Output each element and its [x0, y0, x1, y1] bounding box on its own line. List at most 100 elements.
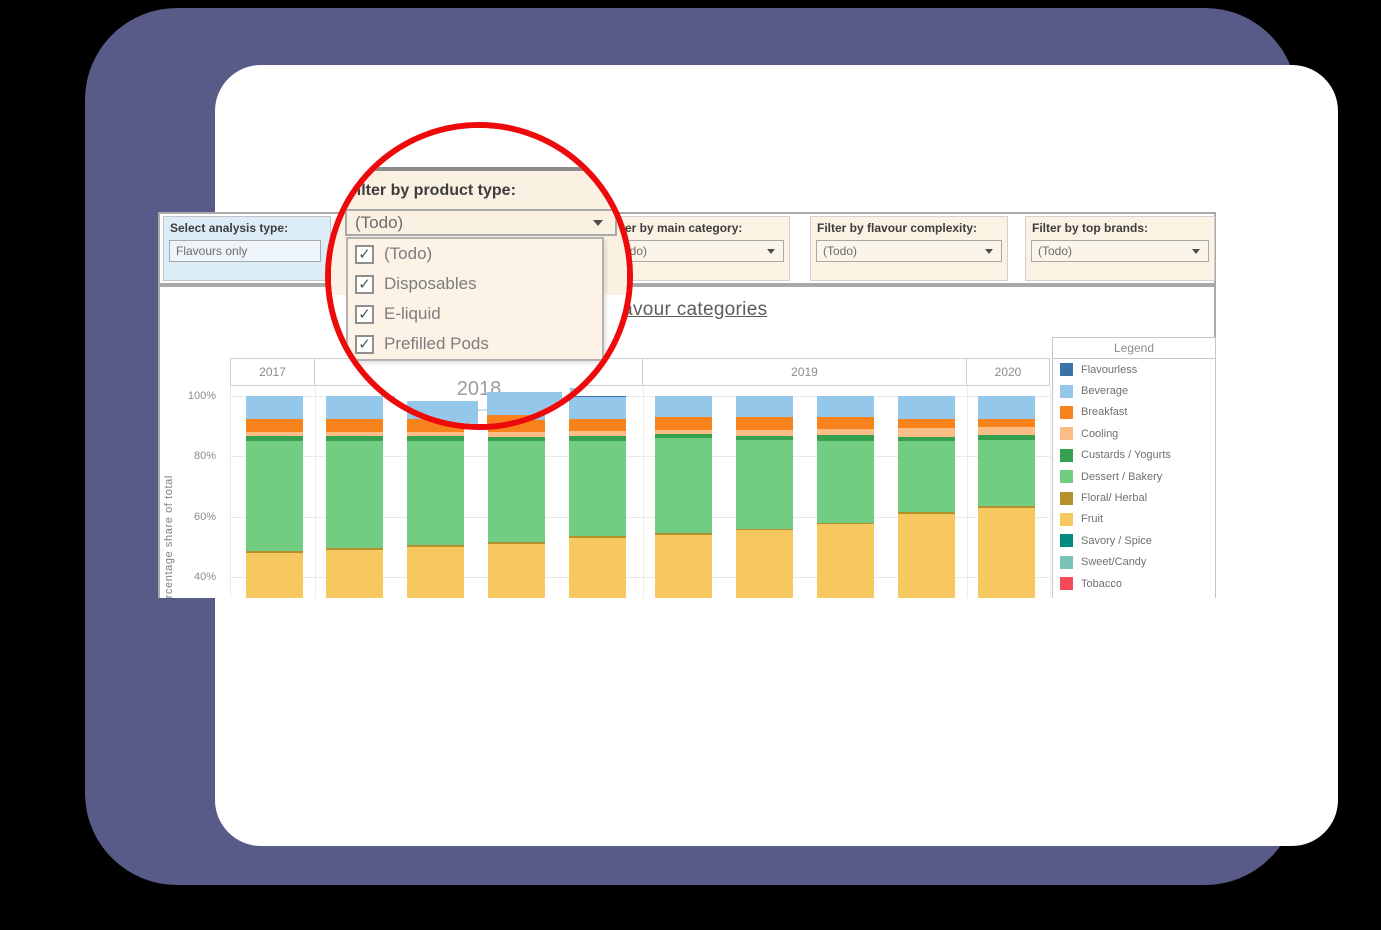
- lens-option-label: Disposables: [384, 274, 477, 293]
- lens-magnified-bar: [487, 392, 562, 424]
- bar-segment[interactable]: [817, 396, 874, 418]
- bar-segment[interactable]: [407, 546, 464, 598]
- bar-segment[interactable]: [978, 418, 1035, 427]
- bar-segment[interactable]: [488, 436, 545, 442]
- bar-segment[interactable]: [488, 543, 545, 598]
- bar-segment[interactable]: [978, 435, 1035, 440]
- bar-segment[interactable]: [978, 506, 1035, 508]
- legend-label: Cooling: [1081, 427, 1119, 440]
- legend-item[interactable]: Cooling: [1053, 423, 1215, 444]
- bar-segment[interactable]: [246, 551, 303, 553]
- legend-item[interactable]: Tobacco: [1053, 573, 1215, 594]
- bar-segment[interactable]: [736, 439, 793, 529]
- bar-segment[interactable]: [736, 528, 793, 531]
- bar-segment[interactable]: [246, 552, 303, 598]
- bar-segment[interactable]: [569, 436, 626, 442]
- bar-segment[interactable]: [817, 524, 874, 598]
- lens-option-disposables[interactable]: ✓ Disposables: [348, 269, 602, 299]
- bar-segment[interactable]: [898, 441, 955, 513]
- bar-segment[interactable]: [898, 396, 955, 419]
- bar-segment[interactable]: [326, 441, 383, 549]
- bar-segment[interactable]: [655, 396, 712, 418]
- bar-segment[interactable]: [569, 536, 626, 538]
- bar-segment[interactable]: [569, 431, 626, 437]
- bar-segment[interactable]: [655, 438, 712, 534]
- checkbox-icon[interactable]: ✓: [355, 304, 374, 324]
- legend-item[interactable]: Fruit: [1053, 509, 1215, 530]
- legend-item[interactable]: Breakfast: [1053, 402, 1215, 423]
- bar-segment[interactable]: [407, 435, 464, 442]
- year-header-2019[interactable]: 2019: [643, 359, 967, 385]
- legend-item[interactable]: Beverage: [1053, 380, 1215, 401]
- bar-segment[interactable]: [326, 549, 383, 598]
- bar-segment[interactable]: [246, 435, 303, 442]
- analysis-type-dropdown[interactable]: Flavours only: [169, 240, 321, 262]
- lens-option-todo[interactable]: ✓ (Todo): [348, 239, 602, 269]
- bar-segment[interactable]: [898, 513, 955, 598]
- bar-segment[interactable]: [978, 396, 1035, 419]
- bar-segment[interactable]: [817, 429, 874, 436]
- bar-segment[interactable]: [736, 429, 793, 436]
- legend-item[interactable]: Floral/ Herbal: [1053, 487, 1215, 508]
- legend-item[interactable]: Savory / Spice: [1053, 530, 1215, 551]
- lens-option-eliquid[interactable]: ✓ E-liquid: [348, 299, 602, 329]
- bar-segment[interactable]: [817, 435, 874, 442]
- bar-segment[interactable]: [898, 427, 955, 437]
- y-tick-label: 40%: [193, 571, 216, 584]
- bar-segment[interactable]: [407, 431, 464, 436]
- lens-option-label: Prefilled Pods: [384, 334, 489, 353]
- bar-segment[interactable]: [978, 507, 1035, 598]
- bar-segment[interactable]: [488, 542, 545, 544]
- bar-segment[interactable]: [246, 418, 303, 433]
- bar-segment[interactable]: [978, 439, 1035, 507]
- bar-segment[interactable]: [488, 441, 545, 543]
- bar-segment[interactable]: [569, 537, 626, 598]
- lens-product-type-label: Filter by product type:: [347, 182, 516, 199]
- bar-segment[interactable]: [655, 417, 712, 430]
- bar-segment[interactable]: [246, 396, 303, 419]
- bar-segment[interactable]: [898, 418, 955, 428]
- bar-segment[interactable]: [488, 432, 545, 437]
- bar-segment[interactable]: [655, 433, 712, 439]
- lens-option-prefilledpods[interactable]: ✓ Prefilled Pods: [348, 329, 602, 359]
- bar-segment[interactable]: [817, 522, 874, 525]
- bar-segment[interactable]: [326, 435, 383, 442]
- plot-area: 2017201820192020 100%80%60%40%: [160, 287, 1214, 598]
- bar-segment[interactable]: [736, 435, 793, 440]
- bar-segment[interactable]: [736, 530, 793, 598]
- bar-segment[interactable]: [655, 429, 712, 434]
- bar-segment[interactable]: [326, 548, 383, 550]
- lens-product-type-dropdown[interactable]: (Todo): [345, 209, 617, 236]
- bar-segment[interactable]: [326, 431, 383, 436]
- bar-segment[interactable]: [736, 417, 793, 430]
- bar-segment[interactable]: [246, 441, 303, 552]
- bar-segment[interactable]: [246, 432, 303, 436]
- bar-segment[interactable]: [898, 512, 955, 514]
- bar-segment[interactable]: [655, 534, 712, 598]
- flavour-complexity-dropdown[interactable]: (Todo): [816, 240, 1002, 262]
- bar-segment[interactable]: [817, 417, 874, 430]
- year-header-2017[interactable]: 2017: [230, 359, 315, 385]
- bar-segment[interactable]: [655, 533, 712, 535]
- legend-item[interactable]: Custards / Yogurts: [1053, 445, 1215, 466]
- bar-segment[interactable]: [736, 396, 793, 418]
- bar-segment[interactable]: [978, 426, 1035, 436]
- bar-segment[interactable]: [407, 441, 464, 546]
- checkbox-icon[interactable]: ✓: [355, 274, 374, 294]
- checkbox-icon[interactable]: ✓: [355, 244, 374, 264]
- lens-bar-segment: [332, 419, 395, 424]
- bar-segment[interactable]: [817, 441, 874, 523]
- bar-segment[interactable]: [407, 545, 464, 547]
- year-header-2020[interactable]: 2020: [967, 359, 1050, 385]
- checkbox-icon[interactable]: ✓: [355, 334, 374, 354]
- bar-segment[interactable]: [569, 441, 626, 537]
- legend-label: Beverage: [1081, 385, 1129, 398]
- legend-item[interactable]: Flavourless: [1053, 359, 1215, 380]
- legend-item[interactable]: Dessert / Bakery: [1053, 466, 1215, 487]
- bar-segment[interactable]: [898, 436, 955, 442]
- chevron-down-icon: [985, 249, 993, 254]
- top-brands-dropdown[interactable]: (Todo): [1031, 240, 1209, 262]
- main-category-dropdown[interactable]: (Todo): [606, 240, 784, 262]
- legend-item[interactable]: Sweet/Candy: [1053, 552, 1215, 573]
- legend-swatch-icon: [1060, 363, 1073, 377]
